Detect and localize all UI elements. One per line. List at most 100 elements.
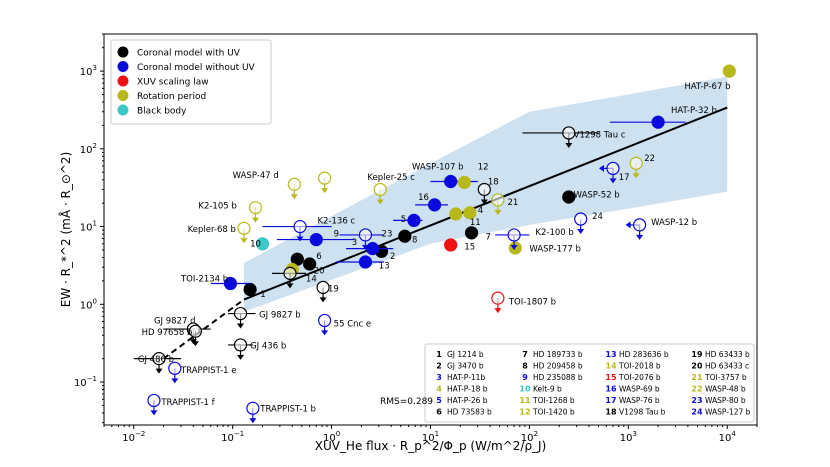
- point-label: 24: [592, 212, 603, 222]
- data-point-35: [598, 161, 620, 184]
- key-planet-name: HD 73583 b: [447, 408, 492, 417]
- key-number: 5: [436, 396, 442, 405]
- marker: [233, 338, 248, 352]
- upper-limit-arrowhead: [632, 173, 640, 179]
- point-label: TRAPPIST-1 b: [259, 404, 316, 414]
- x-tick-label: 103: [620, 430, 637, 444]
- key-number: 20: [691, 362, 703, 371]
- point-label: GJ 9827 b: [259, 310, 301, 320]
- data-point-7: [562, 190, 576, 204]
- marker: [477, 182, 491, 197]
- point-label: 6: [316, 252, 321, 262]
- marker: [427, 198, 442, 212]
- data-point-26: [373, 182, 387, 205]
- marker: [464, 226, 479, 240]
- upper-limit-arrowhead: [150, 410, 158, 416]
- legend-label: Coronal model without UV: [137, 63, 256, 73]
- data-point-34: [574, 212, 588, 235]
- key-planet-name: HAT-P-18 b: [447, 385, 488, 394]
- point-label: WASP-47 d: [233, 171, 279, 181]
- upper-limit-arrowhead: [510, 244, 518, 250]
- key-number: 6: [436, 408, 442, 417]
- marker: [632, 218, 647, 232]
- data-point-37: [318, 313, 332, 336]
- marker: [168, 361, 182, 375]
- key-number: 24: [691, 408, 703, 417]
- key-number: 11: [519, 396, 531, 405]
- key-number: 22: [691, 385, 702, 394]
- point-label: GJ 486 b: [138, 355, 174, 365]
- legend-marker: [117, 90, 129, 101]
- data-point-10: [346, 242, 394, 256]
- upper-limit-arrowhead: [249, 418, 257, 424]
- key-planet-name: HD 189733 b: [533, 350, 583, 359]
- point-label: Kepler-68 b: [188, 225, 236, 235]
- point-label: Kepler-25 c: [367, 173, 415, 183]
- point-label: 5: [401, 215, 406, 225]
- data-point-8: [210, 276, 251, 291]
- upper-limit-arrowhead: [494, 209, 502, 215]
- upper-limit-arrowhead: [361, 244, 369, 250]
- data-point-15: [609, 115, 686, 129]
- marker: [287, 177, 301, 191]
- point-label: HAT-P-67 b: [685, 82, 731, 92]
- data-point-45: [228, 338, 253, 360]
- marker: [290, 252, 304, 266]
- key-number: 15: [605, 373, 617, 382]
- key-number: 19: [691, 350, 703, 359]
- lower-limit-arrowhead: [625, 221, 631, 229]
- key-number: 12: [519, 408, 530, 417]
- key-number: 4: [436, 385, 442, 394]
- key-number: 2: [436, 362, 442, 371]
- key-planet-name: HD 63433 c: [705, 362, 749, 371]
- point-label: K2-105 b: [198, 202, 236, 212]
- marker: [651, 115, 665, 129]
- key-planet-name: WASP-80 b: [705, 396, 746, 405]
- key-planet-name: TOI-2018 b: [618, 362, 661, 371]
- data-point-47: [272, 266, 306, 289]
- data-point-33: [495, 228, 530, 250]
- marker: [574, 212, 588, 226]
- data-point-48: [316, 280, 330, 303]
- marker: [562, 190, 576, 204]
- legend-box: [110, 39, 272, 125]
- point-label: HD 97658 b: [142, 328, 193, 338]
- point-label: GJ 436 b: [250, 341, 286, 351]
- upper-limit-arrowhead: [237, 323, 245, 329]
- marker: [283, 266, 297, 280]
- data-point-9: [276, 232, 355, 247]
- point-label: 1: [260, 290, 265, 300]
- key-planet-name: TOI-2076 b: [618, 373, 661, 382]
- data-points: [133, 64, 736, 424]
- data-point-24: [287, 177, 301, 200]
- upper-limit-arrowhead: [237, 354, 245, 360]
- point-label: 12: [478, 163, 489, 173]
- data-point-27: [248, 201, 263, 223]
- key-planet-name: TOI-3757 b: [704, 373, 747, 382]
- point-label: 11: [470, 218, 481, 228]
- key-number: 23: [691, 396, 702, 405]
- data-point-49: [477, 182, 491, 205]
- marker: [449, 207, 463, 221]
- legend-label: XUV scaling law: [137, 78, 209, 88]
- point-label: V1298 Tau c: [574, 130, 626, 140]
- lower-limit-arrowhead: [598, 164, 604, 172]
- point-label: 2: [390, 252, 395, 262]
- key-planet-name: WASP-127 b: [705, 408, 751, 417]
- key-number: 18: [605, 408, 617, 417]
- data-point-11: [335, 255, 385, 269]
- upper-limit-arrowhead: [155, 368, 163, 374]
- point-label: WASP-107 b: [412, 163, 463, 173]
- upper-limit-arrowhead: [319, 297, 327, 303]
- data-point-2: [303, 257, 317, 271]
- point-label: WASP-177 b: [529, 244, 580, 254]
- point-label: TOI-1807 b: [508, 297, 556, 307]
- marker: [491, 193, 505, 207]
- legend-marker: [117, 75, 129, 87]
- upper-limit-arrowhead: [296, 236, 304, 242]
- data-point-23: [255, 237, 270, 251]
- data-point-43: [188, 324, 203, 347]
- marker: [398, 229, 412, 243]
